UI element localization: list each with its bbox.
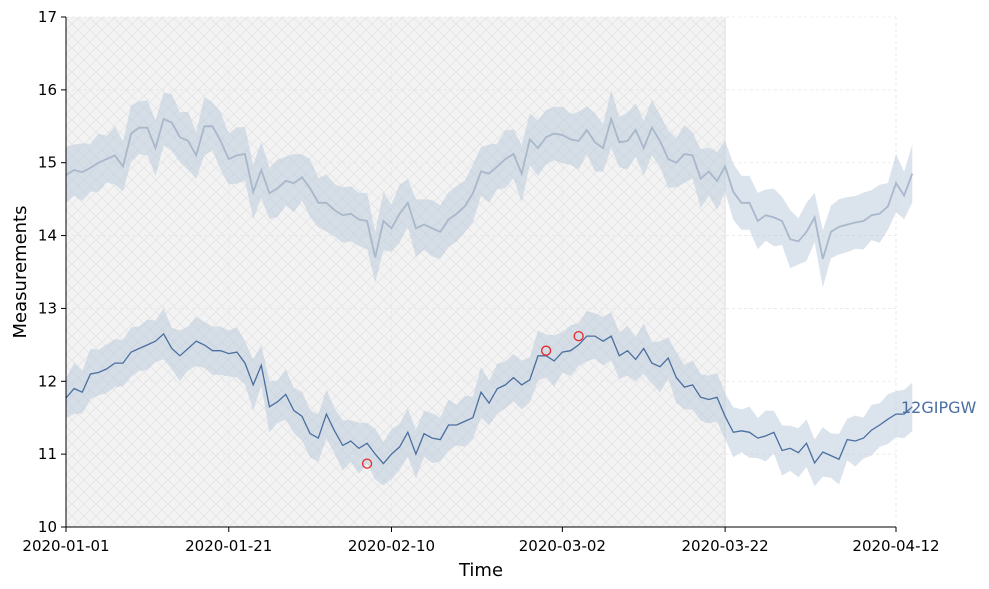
- series-label: 12GIPGW: [901, 398, 977, 417]
- x-axis-title: Time: [458, 560, 503, 581]
- confidence-band-1: [66, 90, 913, 288]
- labels: Time Measurements 12GIPGW: [10, 206, 977, 581]
- y-tick-label: 12: [38, 372, 57, 390]
- y-tick-label: 14: [38, 227, 57, 245]
- confidence-band-0: [66, 308, 913, 487]
- confidence-bands: [66, 90, 913, 487]
- series-line-1: [65, 115, 914, 260]
- anomaly-marker: [573, 330, 584, 342]
- anomaly-marker: [361, 458, 373, 469]
- x-tick-label: 2020-03-02: [519, 537, 606, 555]
- shaded-region: [66, 17, 726, 527]
- x-tick-label: 2020-02-10: [348, 537, 435, 555]
- y-tick-label: 13: [38, 299, 57, 317]
- anomaly-markers: [361, 330, 584, 469]
- y-tick-label: 11: [38, 445, 57, 463]
- x-tick-label: 2020-01-21: [185, 537, 272, 555]
- y-axis-title: Measurements: [10, 206, 31, 339]
- y-tick-label: 16: [38, 81, 57, 99]
- x-tick-label: 2020-04-12: [852, 537, 939, 555]
- y-tick-label: 17: [38, 8, 57, 26]
- x-tick-label: 2020-01-01: [22, 537, 109, 555]
- axes: 2020-01-01 2020-01-21 2020-02-10 2020-03-02…: [22, 8, 939, 555]
- series-lines: [65, 115, 914, 465]
- series-line-0: [65, 332, 913, 465]
- x-tick-label: 2020-03-22: [682, 537, 769, 555]
- anomaly-marker: [540, 345, 552, 356]
- y-tick-label: 15: [38, 154, 57, 172]
- y-tick-label: 10: [38, 518, 57, 536]
